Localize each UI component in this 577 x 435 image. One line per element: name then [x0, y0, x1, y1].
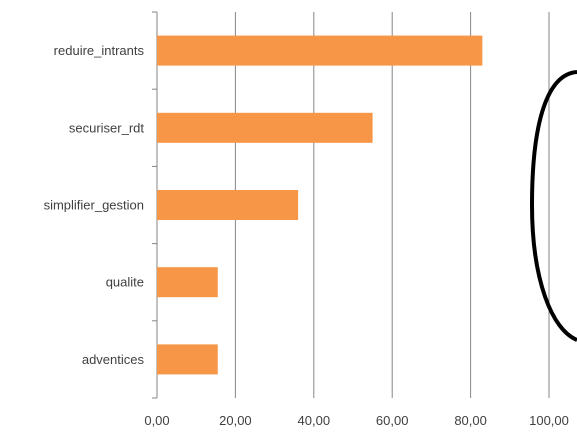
category-label: simplifier_gestion: [44, 198, 144, 213]
category-label: securiser_rdt: [69, 120, 145, 135]
bar-qualite: [157, 267, 218, 298]
x-tick-label: 100,00: [529, 413, 569, 428]
bar-simplifier_gestion: [157, 190, 299, 220]
bar-securiser_rdt: [157, 112, 373, 143]
bar-reduire_intrants: [157, 35, 483, 66]
x-tick-label: 0,00: [144, 413, 169, 428]
category-label: reduire_intrants: [54, 43, 145, 58]
category-labels: reduire_intrants securiser_rdt simplifier_…: [44, 43, 145, 367]
bars-group: [157, 35, 483, 375]
category-label: qualite: [106, 275, 144, 290]
x-tick-label: 80,00: [454, 413, 487, 428]
grid-lines: [152, 11, 550, 399]
category-label: adventices: [82, 352, 145, 367]
x-tick-label: 20,00: [219, 413, 252, 428]
x-tick-label: 60,00: [376, 413, 409, 428]
x-tick-label: 40,00: [298, 413, 331, 428]
bar-adventices: [157, 344, 218, 375]
x-tick-labels: 0,00 20,00 40,00 60,00 80,00 100,00: [144, 413, 569, 428]
hand-drawn-circle-annotation: [529, 70, 577, 342]
